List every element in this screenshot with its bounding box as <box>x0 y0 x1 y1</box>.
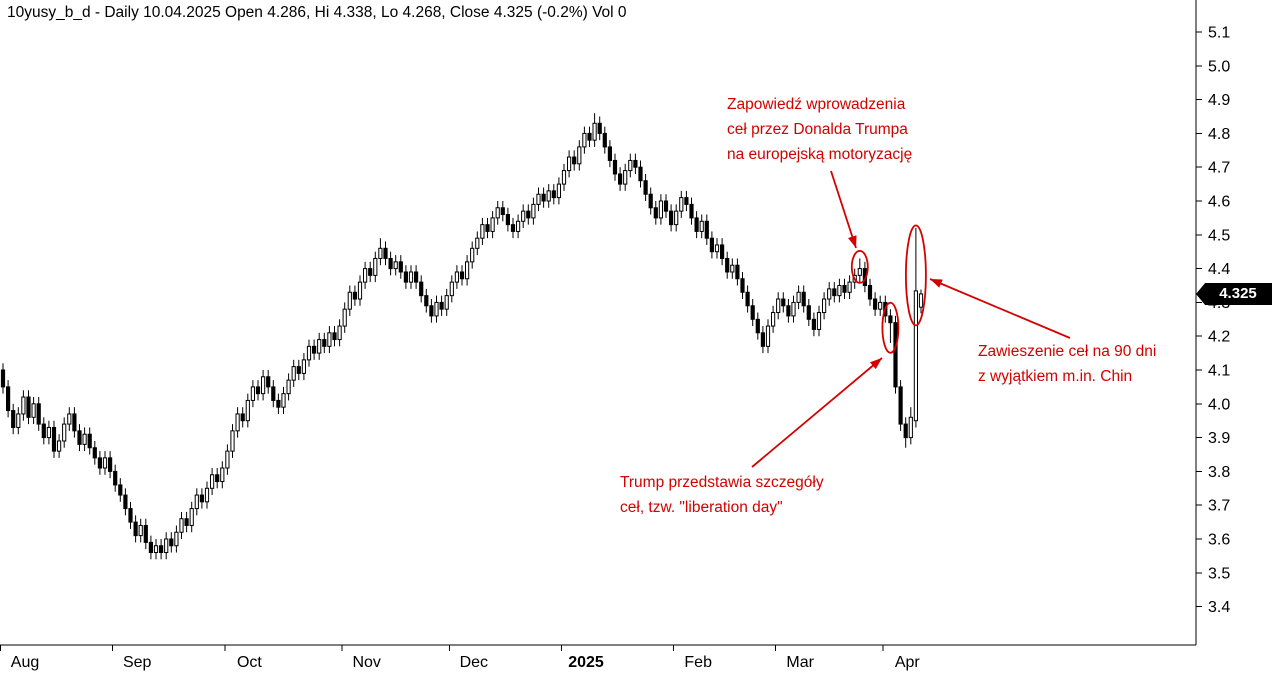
annotation-ellipse <box>905 224 927 327</box>
x-axis-label: Feb <box>684 654 712 671</box>
annotation-text-line: ceł przez Donalda Trumpa <box>727 121 908 138</box>
y-axis-label: 4.0 <box>1208 396 1230 413</box>
y-axis-label: 3.5 <box>1208 565 1230 582</box>
x-axis-label: Nov <box>352 654 380 671</box>
price-tag-value: 4.325 <box>1219 284 1257 302</box>
annotation-tariff-announcement: Zapowiedź wprowadzenia ceł przez Donalda… <box>727 92 912 167</box>
annotation-text-line: Trump przedstawia szczegóły <box>620 474 824 491</box>
annotation-ellipse <box>881 301 900 354</box>
chart-title: 10yusy_b_d - Daily 10.04.2025 Open 4.286… <box>7 4 627 21</box>
x-axis: Aug Sep Oct Nov Dec 2025 Feb Mar Apr <box>0 645 920 671</box>
annotation-text-line: z wyjątkiem m.in. Chin <box>978 368 1133 385</box>
annotation-tariff-suspension: Zawieszenie ceł na 90 dni z wyjątkiem m.… <box>978 339 1156 389</box>
y-axis: 5.15.04.94.84.74.64.54.44.34.24.14.03.93… <box>1196 25 1230 616</box>
y-axis-label: 4.2 <box>1208 329 1230 346</box>
y-axis-label: 5.0 <box>1208 58 1230 75</box>
y-axis-label: 4.6 <box>1208 194 1230 211</box>
x-axis-label: 2025 <box>568 654 604 671</box>
x-axis-label: Oct <box>237 654 262 671</box>
annotation-ellipse <box>850 250 869 284</box>
y-axis-label: 5.1 <box>1208 25 1230 42</box>
y-axis-label: 4.8 <box>1208 126 1230 143</box>
x-axis-label: Sep <box>123 654 152 671</box>
annotation-liberation-day: Trump przedstawia szczegóły ceł, tzw. "l… <box>620 470 824 520</box>
candles <box>0 113 924 560</box>
price-tag: 4.325 <box>1196 282 1272 305</box>
x-axis-label: Apr <box>895 654 921 671</box>
x-axis-label: Dec <box>460 654 488 671</box>
annotation-arrow <box>929 278 1071 339</box>
y-axis-label: 3.8 <box>1208 464 1230 481</box>
x-axis-label: Aug <box>11 654 39 671</box>
annotation-arrow <box>751 357 883 468</box>
y-axis-label: 3.9 <box>1208 430 1230 447</box>
y-axis-label: 4.5 <box>1208 227 1230 244</box>
x-axis-label: Mar <box>786 654 814 671</box>
y-axis-label: 4.7 <box>1208 160 1230 177</box>
y-axis-label: 4.4 <box>1208 261 1230 278</box>
y-axis-label: 4.1 <box>1208 363 1230 380</box>
y-axis-label: 3.6 <box>1208 532 1230 549</box>
annotation-text-line: Zawieszenie ceł na 90 dni <box>978 343 1157 360</box>
annotation-text-line: na europejską motoryzację <box>727 146 913 163</box>
axes <box>0 0 1197 646</box>
annotation-arrow <box>830 170 857 249</box>
annotation-text-line: Zapowiedź wprowadzenia <box>727 96 906 113</box>
y-axis-label: 3.7 <box>1208 498 1230 515</box>
annotation-marks <box>751 170 1071 468</box>
y-axis-label: 4.9 <box>1208 92 1230 109</box>
y-axis-label: 3.4 <box>1208 599 1230 616</box>
annotation-text-line: ceł, tzw. "liberation day" <box>620 499 783 516</box>
